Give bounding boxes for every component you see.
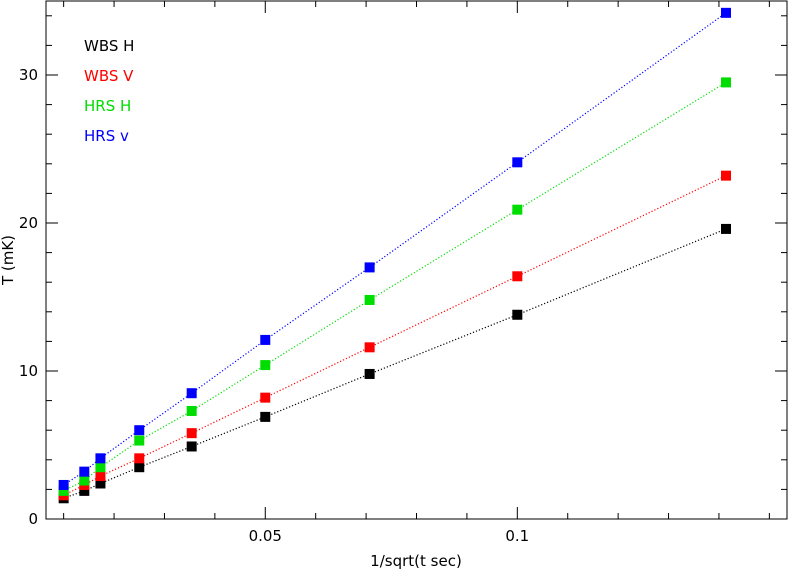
y-tick-label: 20 [19,214,38,232]
data-point [512,309,523,320]
legend-entry: WBS H [84,37,134,55]
data-point [260,411,271,422]
data-point [95,478,106,489]
data-point [134,425,145,436]
data-point [79,466,90,477]
data-point [260,360,271,371]
data-point [95,462,106,473]
plot-frame [45,0,788,520]
axis-ticks [46,1,787,520]
x-tick-label: 0.1 [505,527,529,545]
data-point [260,334,271,345]
data-point [721,77,732,88]
data-point [186,441,197,452]
legend-entry: HRS v [84,127,129,145]
x-axis-label: 1/sqrt(t sec) [370,552,462,570]
y-tick-label: 0 [28,510,38,528]
data-point [721,7,732,18]
data-point [79,485,90,496]
data-point [186,405,197,416]
data-point [134,435,145,446]
series-line [63,175,727,496]
legend-entry: WBS V [84,67,134,85]
x-tick-label: 0.05 [249,527,282,545]
series-line [63,12,727,486]
series-lines [63,12,727,499]
data-point [79,475,90,486]
data-point [364,342,375,353]
data-point [186,388,197,399]
y-axis-label: T (mK) [0,235,17,286]
y-tick-label: 30 [19,66,38,84]
tick-labels: 0.05 0.1 0 10 20 30 [19,66,529,545]
series-line [63,81,727,492]
y-tick-label: 10 [19,362,38,380]
data-point [721,170,732,181]
data-point [134,462,145,473]
series-line [63,228,727,499]
data-point [58,485,69,496]
series-points [58,7,732,504]
data-point [512,204,523,215]
data-point [364,294,375,305]
data-point [512,157,523,168]
data-point [364,368,375,379]
data-point [186,428,197,439]
data-point [95,471,106,482]
data-point [721,223,732,234]
data-point [512,271,523,282]
data-point [134,453,145,464]
data-point [58,479,69,490]
data-point [95,453,106,464]
data-point [364,262,375,273]
legend-entry: HRS H [84,97,131,115]
data-point [260,392,271,403]
legend: WBS H WBS V HRS H HRS v [84,37,134,145]
